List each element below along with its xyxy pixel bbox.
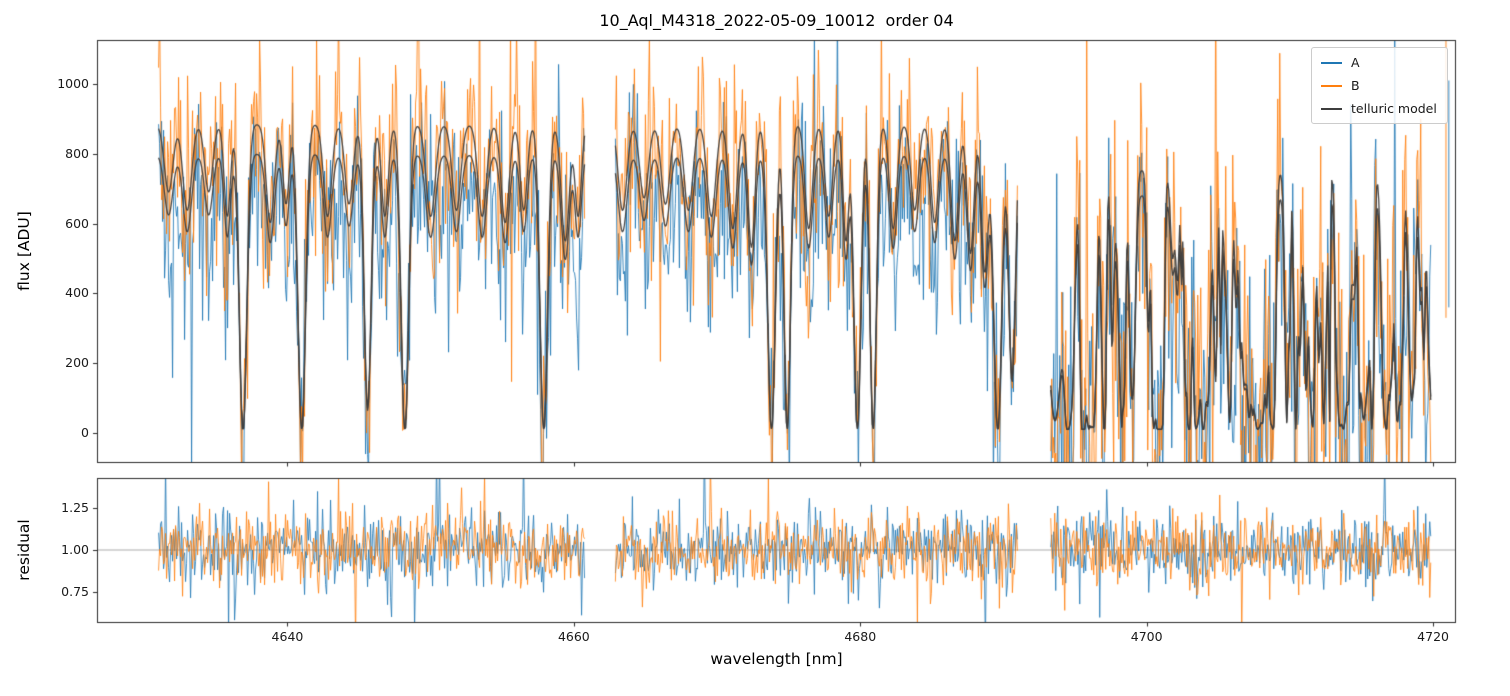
legend: A B telluric model bbox=[1311, 47, 1448, 124]
legend-label-a: A bbox=[1351, 55, 1360, 70]
legend-swatch bbox=[1321, 84, 1342, 87]
legend-label-telluric: telluric model bbox=[1351, 101, 1437, 116]
legend-label-b: B bbox=[1351, 78, 1360, 93]
legend-swatch bbox=[1321, 61, 1342, 64]
legend-swatch bbox=[1321, 107, 1342, 110]
legend-entry-a: A bbox=[1321, 54, 1438, 71]
legend-entry-b: B bbox=[1321, 77, 1438, 94]
legend-entry-telluric: telluric model bbox=[1321, 100, 1438, 117]
